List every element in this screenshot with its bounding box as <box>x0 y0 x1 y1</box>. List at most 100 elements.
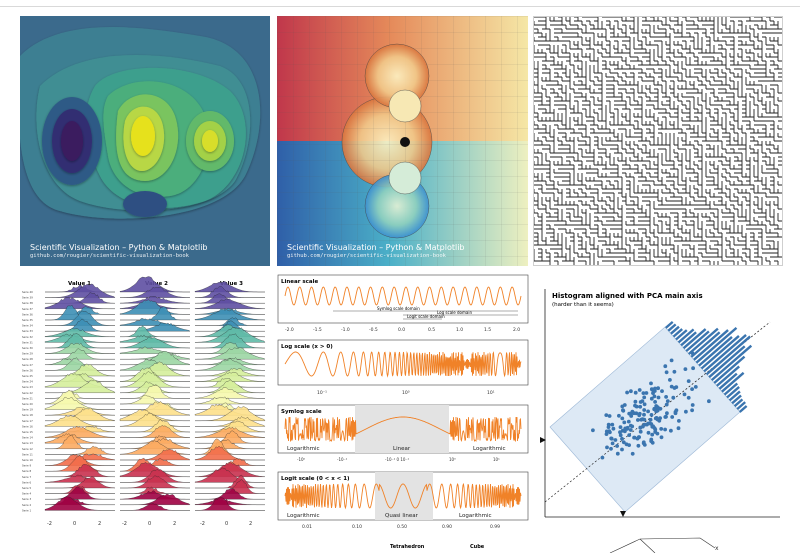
scatter-point <box>660 389 664 393</box>
series-label: Serie 23 <box>22 385 33 389</box>
scatter-point <box>605 445 609 450</box>
scatter-point <box>642 412 646 417</box>
series-label: Serie 6 <box>22 480 31 484</box>
scatter-point <box>621 440 626 445</box>
series-label: Serie 14 <box>22 436 33 440</box>
tetrahedron-label: Tetrahedron <box>390 544 425 550</box>
scatter-point <box>625 390 629 395</box>
scatter-point <box>622 420 627 425</box>
series-label: Serie 33 <box>22 329 33 333</box>
series-label: Serie 21 <box>22 396 33 400</box>
top-divider <box>0 6 800 7</box>
scatter-point <box>641 440 646 445</box>
scatter-point <box>640 424 645 429</box>
axis-tick: 0.90 <box>442 524 452 530</box>
series-label: Serie 12 <box>22 447 33 451</box>
scatter-point <box>649 413 654 417</box>
ridge-col-title-3: Value 3 <box>220 281 243 287</box>
scatter-point <box>642 408 647 412</box>
axis-tick: -10⁻¹ 0 10⁻¹ <box>385 457 410 462</box>
scatter-point <box>625 427 630 431</box>
scatter-point <box>636 418 640 422</box>
ridge-density <box>195 420 266 433</box>
series-label: Serie 20 <box>22 402 33 406</box>
ridge-density <box>120 475 190 489</box>
series-label: Serie 4 <box>22 492 31 496</box>
scatter-point <box>664 402 669 407</box>
scatter-point <box>676 426 681 431</box>
series-label: Serie 28 <box>22 357 33 361</box>
scatter-point <box>659 435 664 440</box>
histogram-bar <box>703 334 747 373</box>
region-label: Quasi linear <box>385 513 419 519</box>
scatter-point <box>607 429 612 434</box>
scatter-point <box>628 428 633 432</box>
histogram-bar <box>687 327 719 355</box>
axis-tick: 0.10 <box>352 524 362 530</box>
scatter-point <box>663 415 668 419</box>
series-label: Serie 8 <box>22 469 31 473</box>
scatter-point <box>655 431 660 436</box>
series-label: Serie 24 <box>22 380 33 384</box>
histogram-bar <box>721 371 745 393</box>
histogram-bar <box>695 326 738 364</box>
histogram-bar <box>728 390 741 402</box>
ridge-density <box>120 435 190 444</box>
ridge-tick: -2 <box>200 521 205 527</box>
histogram-bar <box>698 336 733 367</box>
scatter-point <box>649 381 653 386</box>
histogram-bar <box>682 328 707 350</box>
scatter-point <box>642 417 647 422</box>
ridge-density <box>120 458 190 466</box>
axis-tick: 2.0 <box>513 327 520 333</box>
scatter-point <box>649 387 654 392</box>
scales-plot: Linear scale Symlog scale domain Log sca… <box>277 274 530 532</box>
ridge-density <box>119 490 190 500</box>
scatter-point <box>665 399 670 403</box>
scatter-point <box>669 358 674 363</box>
ridge-density <box>120 361 191 377</box>
ridge-density <box>45 348 115 360</box>
scatter-point <box>672 369 677 374</box>
scatter-point <box>651 391 655 395</box>
scatter-point <box>637 411 642 416</box>
scatter-point <box>642 395 647 400</box>
histogram-bar <box>716 365 740 387</box>
scatter-point <box>690 351 695 356</box>
ridge-density <box>45 434 115 449</box>
scatter-point <box>668 378 672 382</box>
scatter-point <box>669 384 674 389</box>
axis-tick: 0.01 <box>302 524 312 530</box>
ridge-density <box>119 462 190 477</box>
axis-tick: 10⁰ <box>402 390 410 396</box>
axis-tick: 10¹ <box>493 457 500 462</box>
ridge-density <box>45 357 115 371</box>
ridge-density <box>119 276 190 293</box>
scatter-point <box>693 385 698 389</box>
series-label: Serie 15 <box>22 430 33 434</box>
ridge-density <box>45 455 115 472</box>
scatter-point <box>670 415 675 419</box>
scatter-point <box>610 441 615 446</box>
domain-label: Log scale domain <box>437 310 472 315</box>
ridge-density <box>44 474 116 483</box>
ridge-tick: 0 <box>73 521 76 527</box>
scatter-point <box>663 427 667 432</box>
pca-title: Histogram aligned with PCA main axis <box>552 292 703 300</box>
ridge-tick: -2 <box>122 521 127 527</box>
series-label: Serie 3 <box>22 497 31 501</box>
histogram-bar <box>726 386 740 399</box>
scatter-point <box>649 439 654 443</box>
scatter-point <box>646 409 650 414</box>
scatter-point <box>624 442 629 447</box>
series-label: Serie 5 <box>22 486 31 490</box>
scatter-point <box>620 436 624 441</box>
ridge-tick: -2 <box>47 521 52 527</box>
histogram-bar <box>708 345 746 379</box>
scatter-point <box>629 411 634 415</box>
series-label: Serie 9 <box>22 464 31 468</box>
series-label: Serie 27 <box>22 363 33 367</box>
ridge-density <box>120 486 190 494</box>
ridge-density <box>45 476 116 489</box>
histogram-bar <box>672 328 683 338</box>
